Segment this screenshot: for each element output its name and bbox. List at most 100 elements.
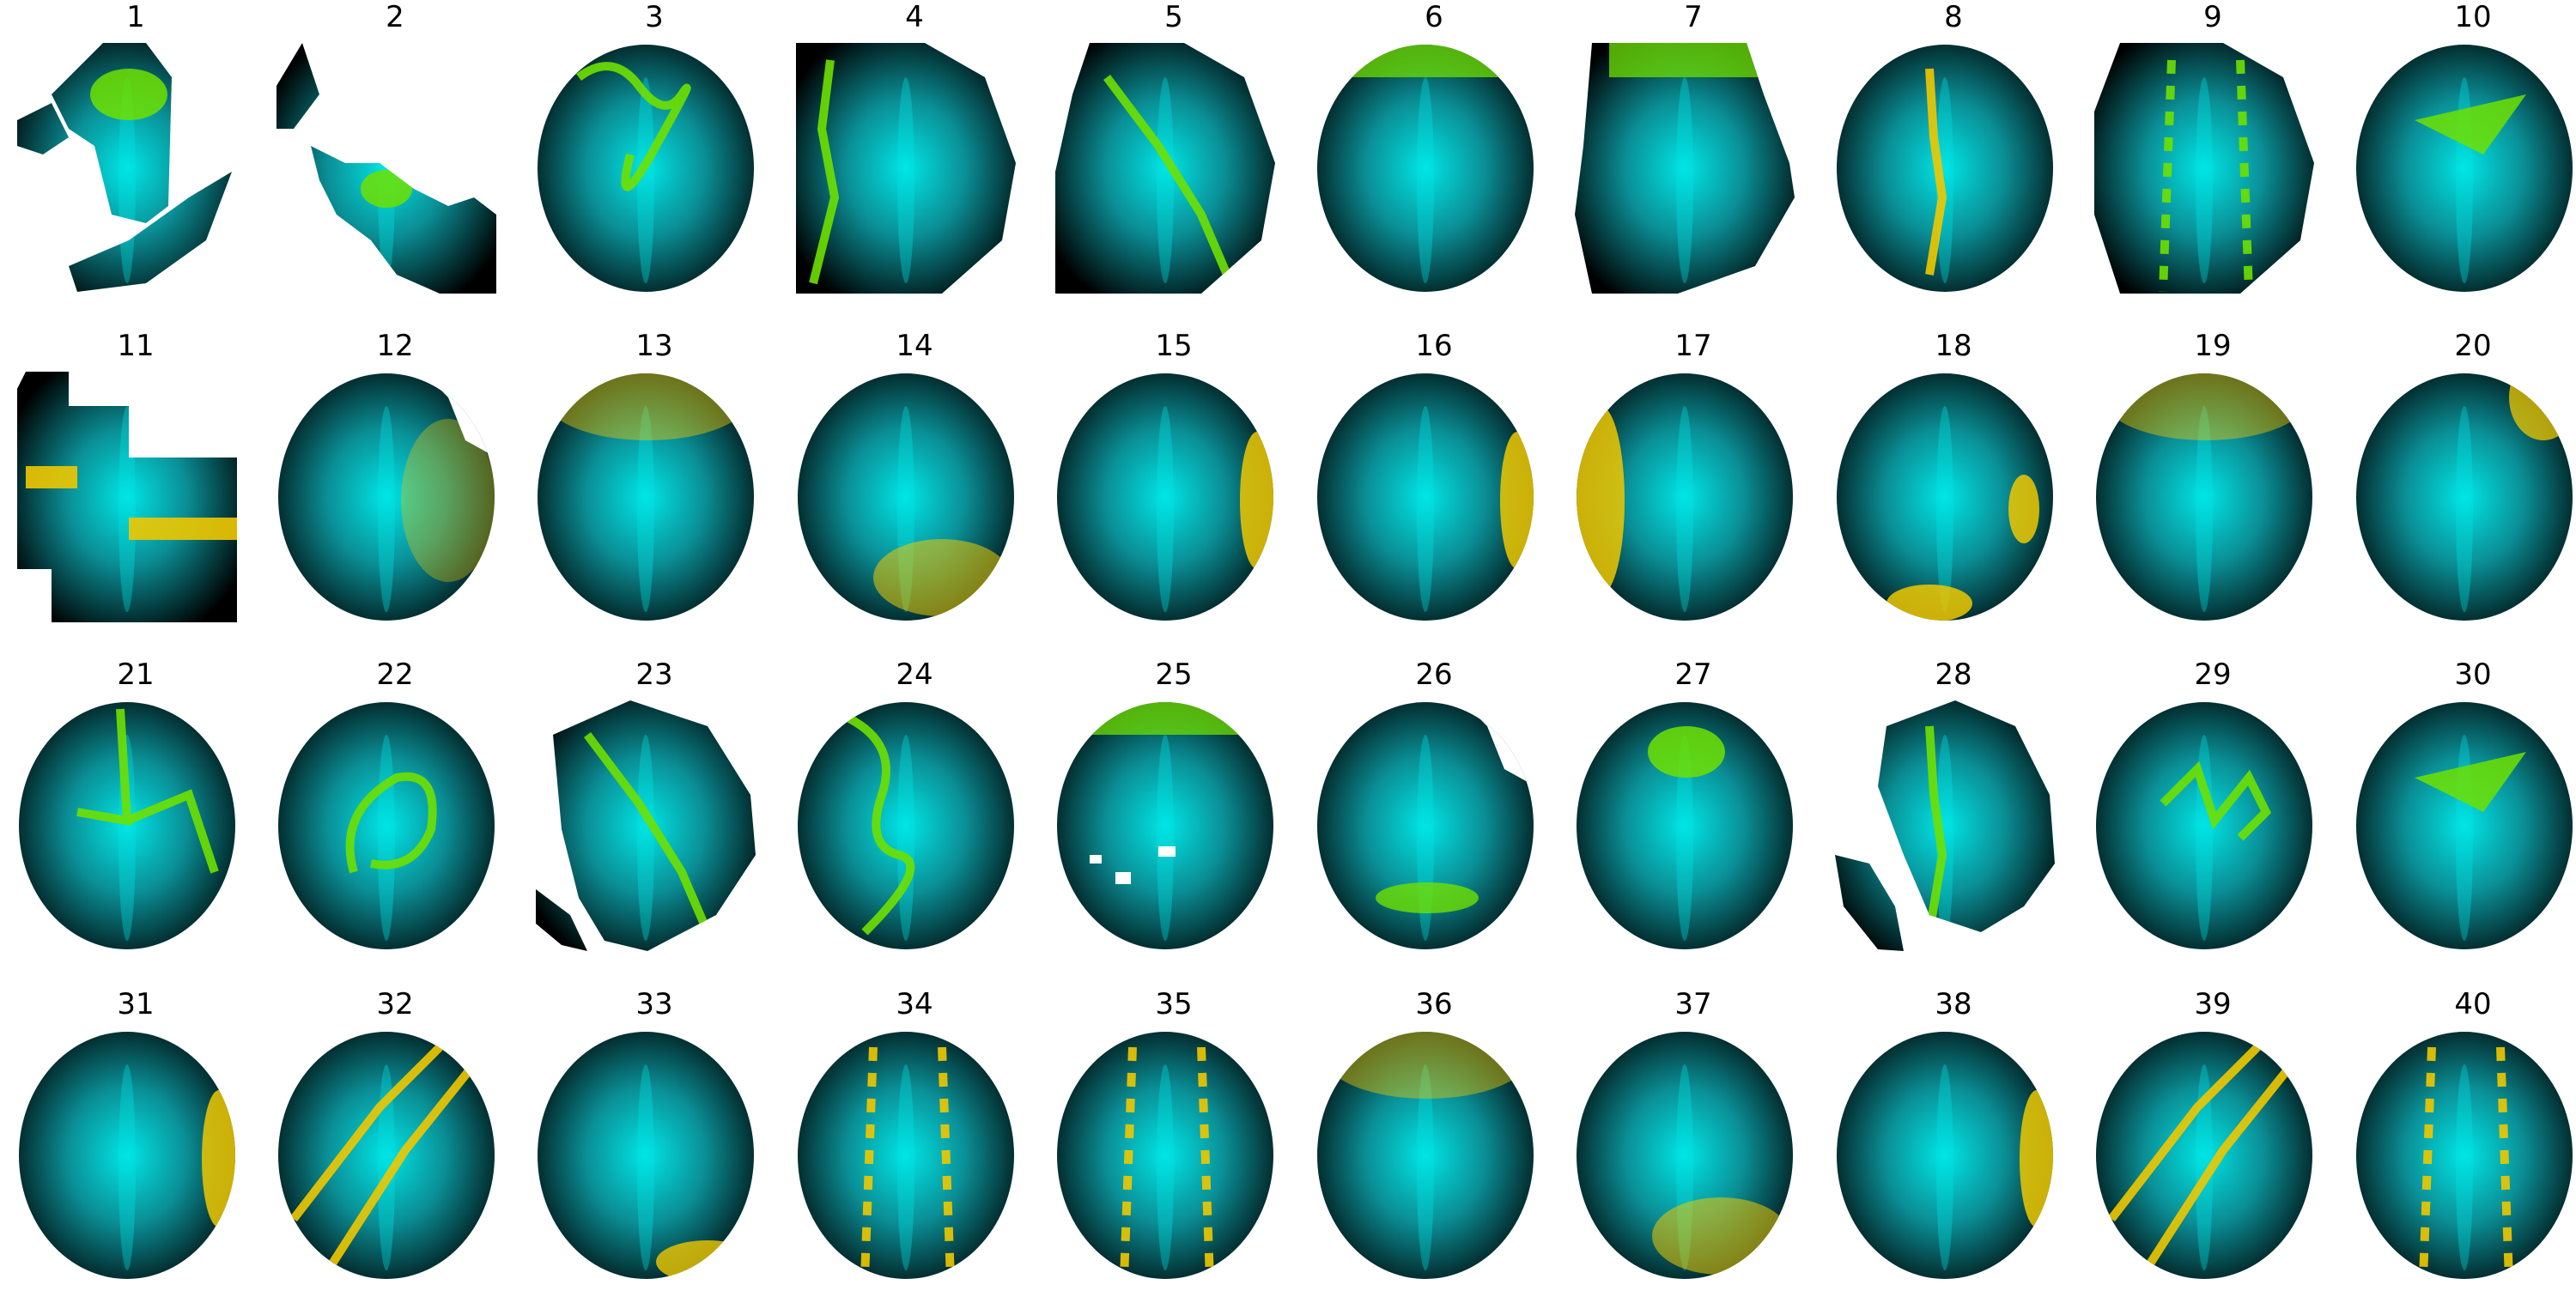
panel: 24 — [786, 658, 1043, 979]
panel: 18 — [1825, 329, 2082, 651]
panel-label: 32 — [376, 987, 414, 1021]
panel-image — [276, 1030, 496, 1281]
panel-label: 10 — [2454, 0, 2492, 34]
panel-image — [1315, 372, 1535, 622]
panel-image-svg — [796, 43, 1016, 294]
panel-image-svg — [1317, 45, 1534, 292]
panel: 27 — [1564, 658, 1822, 979]
panel-image-svg — [17, 372, 237, 622]
panel-image — [1055, 1030, 1275, 1281]
panel: 3 — [526, 0, 783, 322]
panel-label: 7 — [1684, 0, 1703, 34]
panel-label: 30 — [2454, 658, 2492, 692]
panel: 20 — [2344, 329, 2576, 651]
panel-image — [2354, 1030, 2574, 1281]
panel-label: 17 — [1674, 329, 1712, 363]
panel-image — [1315, 1030, 1535, 1281]
panel-image-svg — [2096, 702, 2312, 949]
panel-image-svg — [278, 1032, 495, 1279]
panel-image-svg — [538, 45, 754, 292]
panel-label: 35 — [1155, 987, 1193, 1021]
panel: 28 — [1825, 658, 2082, 979]
panel: 34 — [786, 987, 1043, 1309]
panel-image — [17, 43, 237, 294]
panel-image — [536, 372, 756, 622]
panel-label: 26 — [1415, 658, 1453, 692]
panel: 14 — [786, 329, 1043, 651]
panel-image-svg — [2356, 702, 2573, 949]
panel-label: 33 — [635, 987, 673, 1021]
panel-image-svg — [1575, 43, 1795, 294]
panel-image-svg — [17, 43, 232, 292]
panel-image — [1055, 700, 1275, 951]
panel-image — [1575, 1030, 1795, 1281]
panel-image — [17, 700, 237, 951]
panel: 19 — [2084, 329, 2342, 651]
panel: 23 — [526, 658, 783, 979]
panel-image-svg — [1835, 700, 2055, 951]
panel-label: 21 — [117, 658, 155, 692]
panel-label: 28 — [1935, 658, 1972, 692]
panel-image — [17, 372, 237, 622]
panel-label: 5 — [1164, 0, 1183, 34]
panel-image-svg — [276, 43, 496, 294]
panel: 21 — [7, 658, 264, 979]
panel: 17 — [1564, 329, 1822, 651]
panel: 40 — [2344, 987, 2576, 1309]
panel: 39 — [2084, 987, 2342, 1309]
panel-label: 38 — [1935, 987, 1972, 1021]
panel: 16 — [1305, 329, 1563, 651]
panel-image — [17, 1030, 237, 1281]
panel-image-svg — [1837, 1032, 2053, 1279]
panel-image-svg — [1057, 373, 1273, 621]
panel: 1 — [7, 0, 264, 322]
panel-image — [2094, 43, 2314, 294]
panel: 25 — [1045, 658, 1303, 979]
panel-image — [276, 700, 496, 951]
panel-image — [796, 700, 1016, 951]
panel-image — [2354, 700, 2574, 951]
panel-image — [796, 372, 1016, 622]
panel-label: 9 — [2203, 0, 2222, 34]
panel-image-svg — [278, 373, 495, 621]
panel-image-svg — [536, 700, 756, 951]
panel-image — [1315, 43, 1535, 294]
panel-label: 20 — [2454, 329, 2492, 363]
panel-image-svg — [798, 702, 1014, 949]
panel-label: 15 — [1155, 329, 1193, 363]
panel-image-svg — [1317, 702, 1534, 949]
panel-label: 37 — [1674, 987, 1712, 1021]
panel-label: 8 — [1944, 0, 1963, 34]
panel-image — [2094, 700, 2314, 951]
panel-label: 16 — [1415, 329, 1453, 363]
panel-image — [1575, 700, 1795, 951]
panel-image — [2354, 372, 2574, 622]
panel-label: 34 — [896, 987, 933, 1021]
panel-label: 18 — [1935, 329, 1972, 363]
panel-image — [1055, 372, 1275, 622]
panel: 38 — [1825, 987, 2082, 1309]
panel-image-svg — [1577, 702, 1793, 949]
panel-image-svg — [2094, 43, 2314, 294]
panel-label: 11 — [117, 329, 155, 363]
panel-image-svg — [538, 1032, 754, 1279]
panel-image-svg — [278, 702, 495, 949]
panel-image-svg — [1317, 373, 1534, 621]
panel-label: 29 — [2194, 658, 2232, 692]
panel: 30 — [2344, 658, 2576, 979]
panel-label: 12 — [376, 329, 414, 363]
panel: 5 — [1045, 0, 1303, 322]
panel-image-svg — [2356, 373, 2573, 621]
panel: 11 — [7, 329, 264, 651]
panel-image — [1835, 43, 2055, 294]
panel: 29 — [2084, 658, 2342, 979]
panel-image — [1835, 700, 2055, 951]
panel-image-svg — [19, 702, 235, 949]
panel-label: 13 — [635, 329, 673, 363]
panel-label: 22 — [376, 658, 414, 692]
panel-label: 23 — [635, 658, 673, 692]
panel-image — [536, 700, 756, 951]
panel-image — [796, 1030, 1016, 1281]
panel: 33 — [526, 987, 783, 1309]
